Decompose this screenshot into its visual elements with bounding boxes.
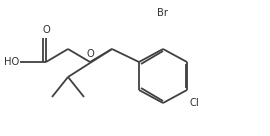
- Text: O: O: [42, 25, 50, 35]
- Text: Br: Br: [157, 8, 168, 18]
- Text: Cl: Cl: [190, 98, 200, 108]
- Text: HO: HO: [4, 57, 19, 67]
- Text: O: O: [86, 49, 94, 59]
